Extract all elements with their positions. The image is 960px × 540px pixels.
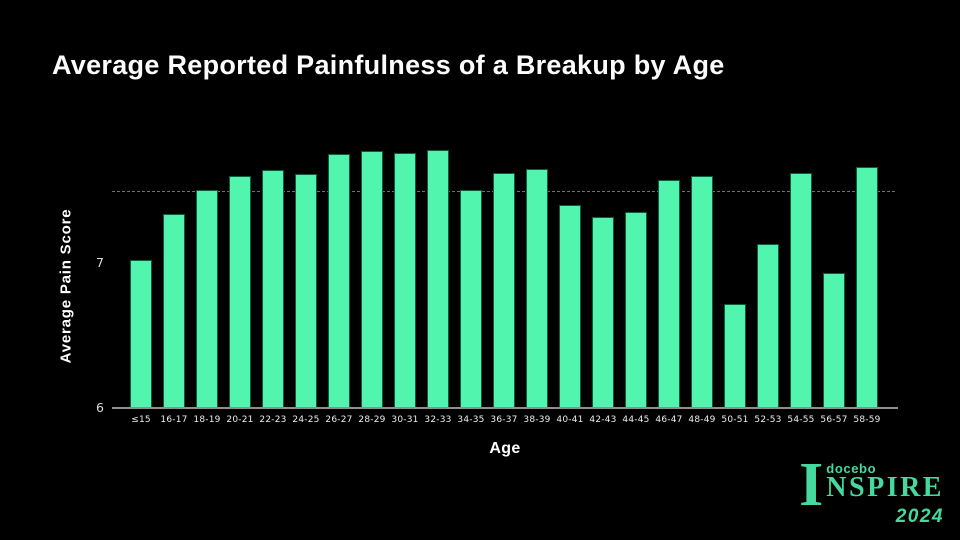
x-tick-label: ≤15 xyxy=(131,415,151,425)
x-tick-label: 34-35 xyxy=(457,415,485,425)
x-tick-label: 52-53 xyxy=(754,415,782,425)
bar-58-59 xyxy=(856,167,878,407)
logo-wordmark-row: I docebo NSPIRE xyxy=(799,451,944,520)
docebo-wordmark: docebo xyxy=(826,461,877,477)
chart-title: Average Reported Painfulness of a Breaku… xyxy=(52,50,725,80)
logo-year: 2024 xyxy=(895,506,944,527)
logo-text-column: docebo NSPIRE xyxy=(826,458,944,502)
x-tick-label: 32-33 xyxy=(424,415,452,425)
bar-52-53 xyxy=(757,244,779,407)
x-tick-label: 30-31 xyxy=(391,415,419,425)
x-tick-label: 50-51 xyxy=(721,415,749,425)
inspire-wordmark: NSPIRE xyxy=(826,472,944,504)
bar-≤15 xyxy=(130,260,152,407)
bar-50-51 xyxy=(724,303,746,407)
bar-56-57 xyxy=(823,273,845,407)
x-tick-label: 40-41 xyxy=(556,415,584,425)
y-tick-label: 6 xyxy=(96,400,104,415)
x-tick-label: 22-23 xyxy=(259,415,287,425)
x-tick-label: 38-39 xyxy=(523,415,551,425)
x-axis-label: Age xyxy=(489,440,521,457)
logo-initial-i: I xyxy=(799,451,824,520)
x-tick-label: 18-19 xyxy=(193,415,221,425)
y-axis-label: Average Pain Score xyxy=(57,208,75,364)
x-tick-label: 36-37 xyxy=(490,415,518,425)
bar-30-31 xyxy=(394,152,416,407)
x-tick-label: 46-47 xyxy=(655,415,683,425)
bar-46-47 xyxy=(658,180,680,407)
x-tick-label: 48-49 xyxy=(688,415,716,425)
docebo-inspire-logo: I docebo NSPIRE 2024 xyxy=(799,451,944,528)
bar-20-21 xyxy=(229,175,251,407)
y-tick-label: 7 xyxy=(96,254,104,270)
plot-area: ≤15 16-17 18-19 20-21 22-23 24-25 26-27 28-29 30… xyxy=(96,140,898,425)
bar-38-39 xyxy=(526,168,548,407)
bar-16-17 xyxy=(163,213,185,407)
bar-42-43 xyxy=(592,216,614,407)
bar-26-27 xyxy=(328,154,350,407)
x-tick-label: 28-29 xyxy=(358,415,386,425)
x-tick-label: 44-45 xyxy=(622,415,650,425)
bar-34-35 xyxy=(460,190,482,407)
bar-28-29 xyxy=(361,151,383,407)
bar-44-45 xyxy=(625,212,647,407)
bar-54-55 xyxy=(790,172,812,407)
x-tick-label: 20-21 xyxy=(226,415,254,425)
x-tick-label: 56-57 xyxy=(820,415,848,425)
x-tick-label: 16-17 xyxy=(160,415,188,425)
bar-40-41 xyxy=(559,204,581,407)
bar-22-23 xyxy=(262,170,284,407)
bar-48-49 xyxy=(691,175,713,407)
x-tick-label: 24-25 xyxy=(292,415,320,425)
x-tick-label: 42-43 xyxy=(589,415,617,425)
bar-36-37 xyxy=(493,172,515,407)
bar-24-25 xyxy=(295,174,317,407)
x-tick-label: 26-27 xyxy=(325,415,353,425)
x-tick-label: 58-59 xyxy=(853,415,881,425)
bar-32-33 xyxy=(427,149,449,407)
bar-18-19 xyxy=(196,190,218,407)
x-tick-label: 54-55 xyxy=(787,415,815,425)
